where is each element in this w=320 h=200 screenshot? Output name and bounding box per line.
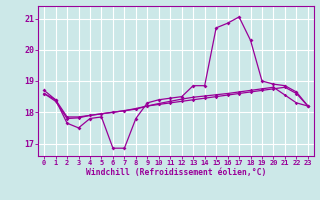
X-axis label: Windchill (Refroidissement éolien,°C): Windchill (Refroidissement éolien,°C) [86, 168, 266, 177]
